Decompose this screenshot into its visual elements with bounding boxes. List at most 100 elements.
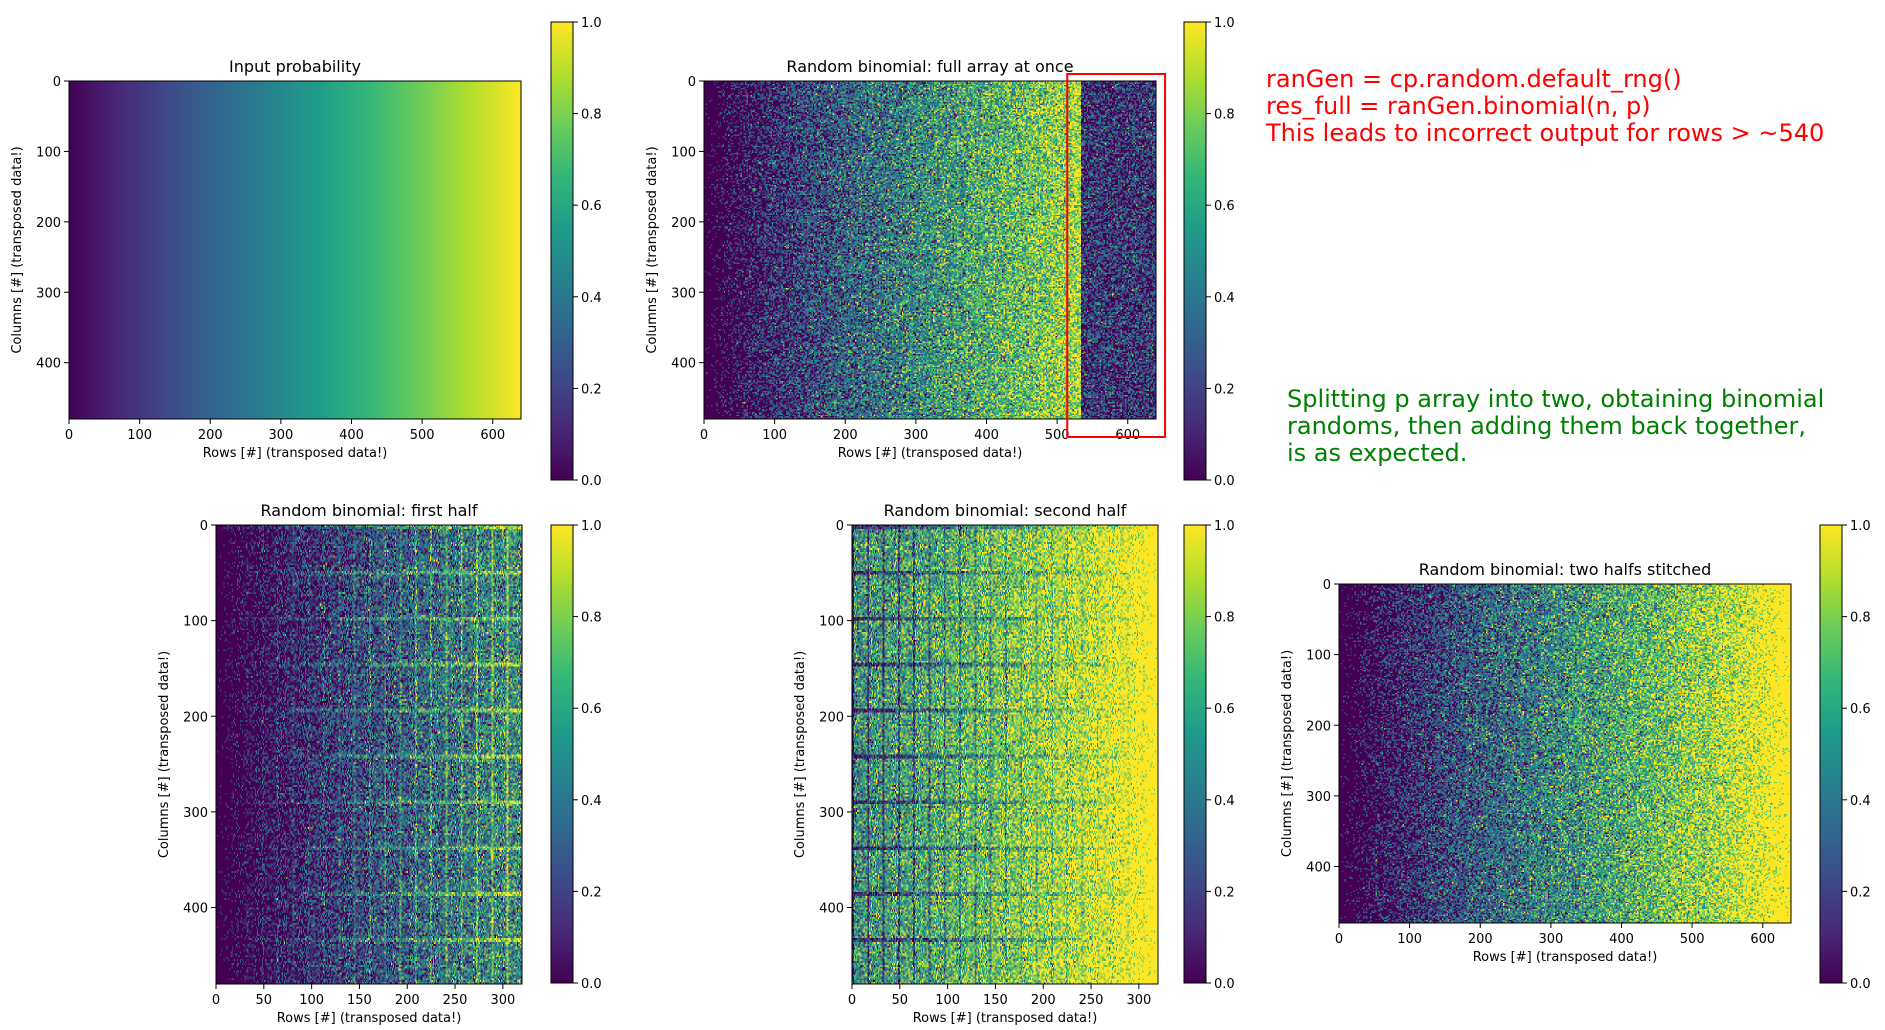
colorbar-tick-label: 0.0 — [1850, 977, 1871, 992]
annotation-red-line: ranGen = cp.random.default_rng() — [1266, 65, 1682, 93]
annotation-green: Splitting p array into two, obtaining bi… — [1287, 386, 1824, 467]
y-tick-label: 400 — [1306, 861, 1331, 876]
x-tick-label: 200 — [1031, 993, 1056, 1008]
colorbar-tick-label: 0.0 — [581, 977, 602, 992]
x-axis-label: Rows [#] (transposed data!) — [1473, 950, 1658, 965]
x-tick-label: 100 — [299, 993, 324, 1008]
colorbar-tick-label: 0.4 — [1214, 794, 1235, 809]
annotation-red: ranGen = cp.random.default_rng() res_ful… — [1266, 66, 1824, 147]
colorbar-tick-label: 0.6 — [1214, 702, 1235, 717]
x-tick-label: 500 — [1045, 428, 1070, 443]
colorbar-tick-label: 0.8 — [1214, 611, 1235, 626]
y-tick-label: 300 — [1306, 790, 1331, 805]
colorbar-tick-label: 0.2 — [1850, 885, 1871, 900]
y-tick-label: 200 — [183, 710, 208, 725]
colorbar-tick-label: 0.0 — [581, 474, 602, 489]
heatmap-image — [852, 525, 1158, 984]
colorbar-tick-label: 1.0 — [1850, 519, 1871, 534]
x-tick-label: 0 — [1335, 932, 1343, 947]
y-tick-label: 100 — [1306, 649, 1331, 664]
chart-title: Random binomial: first half — [261, 501, 478, 520]
x-tick-label: 250 — [1079, 993, 1104, 1008]
axes-frame — [1338, 583, 1792, 924]
annotation-green-line: is as expected. — [1287, 439, 1468, 467]
colorbar — [551, 22, 573, 480]
subplot-5: Random binomial: two halfs stitched 0 100 2… — [1280, 519, 1871, 992]
chart-title: Input probability — [229, 57, 361, 76]
y-axis-label: Columns [#] (transposed data!) — [1280, 650, 1295, 857]
y-tick-label: 300 — [671, 286, 696, 301]
y-tick-label: 200 — [1306, 719, 1331, 734]
x-tick-label: 500 — [410, 428, 435, 443]
x-tick-label: 150 — [347, 993, 372, 1008]
colorbar-frame — [1183, 21, 1207, 481]
highlight-box — [1066, 73, 1167, 438]
axes-frame — [215, 524, 523, 985]
heatmap-image — [69, 81, 521, 419]
x-tick-label: 200 — [1468, 932, 1493, 947]
x-tick-label: 100 — [762, 428, 787, 443]
colorbar — [551, 525, 573, 983]
y-tick-label: 0 — [1323, 578, 1331, 593]
y-axis-label: Columns [#] (transposed data!) — [10, 146, 25, 353]
x-tick-label: 300 — [1126, 993, 1151, 1008]
chart-title: Random binomial: two halfs stitched — [1419, 560, 1712, 579]
colorbar-tick-label: 0.8 — [1214, 108, 1235, 123]
colorbar — [1820, 525, 1842, 983]
x-tick-label: 0 — [848, 993, 856, 1008]
y-tick-label: 200 — [671, 216, 696, 231]
y-tick-label: 200 — [819, 710, 844, 725]
x-tick-label: 100 — [935, 993, 960, 1008]
colorbar-tick-label: 0.8 — [1850, 611, 1871, 626]
subplot-4: Random binomial: second half 0 50 100 150 200… — [793, 501, 1235, 1026]
y-tick-label: 100 — [671, 145, 696, 160]
x-tick-label: 600 — [480, 428, 505, 443]
x-tick-label: 300 — [490, 993, 515, 1008]
axes-frame — [851, 524, 1159, 985]
colorbar — [1184, 22, 1206, 480]
colorbar-tick-label: 0.4 — [581, 794, 602, 809]
y-tick-label: 100 — [819, 615, 844, 630]
x-axis-label: Rows [#] (transposed data!) — [277, 1011, 462, 1026]
colorbar-frame — [1819, 524, 1843, 984]
chart-title: Random binomial: full array at once — [786, 57, 1073, 76]
colorbar-tick-label: 0.4 — [581, 291, 602, 306]
x-tick-label: 400 — [974, 428, 999, 443]
colorbar-frame — [1183, 524, 1207, 984]
y-tick-label: 400 — [36, 357, 61, 372]
y-tick-label: 400 — [183, 902, 208, 917]
heatmap-image — [704, 81, 1156, 419]
x-tick-label: 400 — [339, 428, 364, 443]
subplot-2: Random binomial: full array at once 0 100 2… — [645, 16, 1235, 489]
colorbar-tick-label: 0.8 — [581, 611, 602, 626]
x-tick-label: 600 — [1115, 428, 1140, 443]
annotation-red-line: This leads to incorrect output for rows … — [1266, 119, 1825, 147]
y-axis-label: Columns [#] (transposed data!) — [793, 651, 808, 858]
heatmap-image — [216, 525, 522, 984]
annotation-red-line: res_full = ranGen.binomial(n, p) — [1266, 92, 1651, 120]
colorbar-tick-label: 0.2 — [1214, 885, 1235, 900]
y-tick-label: 0 — [200, 519, 208, 534]
x-tick-label: 300 — [1538, 932, 1563, 947]
colorbar-tick-label: 0.2 — [581, 382, 602, 397]
colorbar-tick-label: 0.6 — [581, 199, 602, 214]
y-tick-label: 0 — [53, 75, 61, 90]
annotation-green-line: Splitting p array into two, obtaining bi… — [1287, 385, 1825, 413]
x-tick-label: 150 — [983, 993, 1008, 1008]
x-tick-label: 50 — [256, 993, 273, 1008]
colorbar-tick-label: 0.6 — [581, 702, 602, 717]
x-axis-label: Rows [#] (transposed data!) — [913, 1011, 1098, 1026]
y-tick-label: 100 — [36, 145, 61, 160]
x-axis-label: Rows [#] (transposed data!) — [838, 446, 1023, 461]
colorbar-tick-label: 0.6 — [1850, 702, 1871, 717]
x-tick-label: 600 — [1750, 932, 1775, 947]
y-tick-label: 100 — [183, 615, 208, 630]
y-tick-label: 0 — [836, 519, 844, 534]
x-tick-label: 100 — [127, 428, 152, 443]
y-tick-label: 0 — [688, 75, 696, 90]
x-tick-label: 400 — [1609, 932, 1634, 947]
x-tick-label: 50 — [892, 993, 909, 1008]
chart-title: Random binomial: second half — [884, 501, 1127, 520]
x-tick-label: 200 — [198, 428, 223, 443]
